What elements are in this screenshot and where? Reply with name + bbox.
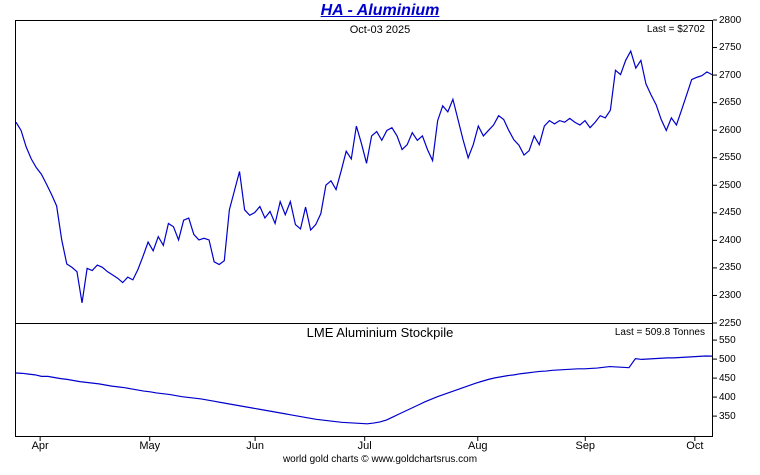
- y-axis-tick-label: 2400: [719, 234, 742, 246]
- x-axis-month-label: Oct: [686, 440, 704, 452]
- price-line-chart: [16, 49, 712, 303]
- stockpile-last-value-label: Last = 509.8 Tonnes: [614, 327, 705, 338]
- lme-aluminium-stockpile-line: [16, 355, 712, 425]
- y-axis-tick-label: 2750: [719, 42, 742, 54]
- y-axis-tick-label: 500: [719, 353, 736, 365]
- copyright-credit: world gold charts © www.goldchartsrus.co…: [282, 454, 478, 465]
- y-axis-tick-label: 2700: [719, 69, 742, 81]
- y-axis-tick-label: 2300: [719, 289, 742, 301]
- y-axis-tick-label: 2250: [719, 317, 742, 329]
- x-axis-month-label: Jun: [246, 440, 264, 452]
- x-axis-month-label: Jul: [357, 440, 372, 452]
- ha-aluminium-price-line: [16, 49, 712, 303]
- y-axis-tick-label: 400: [719, 391, 736, 403]
- y-axis-tick-label: 2600: [719, 124, 742, 136]
- stockpile-line-chart: [16, 355, 712, 425]
- page-title: HA - Aluminium: [320, 2, 440, 19]
- price-last-value-label: Last = $2702: [646, 24, 705, 35]
- y-axis-tick-label: 550: [719, 334, 736, 346]
- x-axis-month-label: May: [139, 440, 161, 452]
- y-axis-tick-label: 2800: [719, 14, 742, 26]
- plot-frame: [15, 20, 713, 437]
- y-axis-tick-label: 450: [719, 372, 736, 384]
- stockpile-chart-title: LME Aluminium Stockpile: [306, 325, 454, 340]
- y-axis-tick-label: 2650: [719, 97, 742, 109]
- x-axis-month-label: Aug: [467, 440, 488, 452]
- y-axis-tick-label: 2550: [719, 152, 742, 164]
- x-axis-month-label: Apr: [31, 440, 49, 452]
- plot-divider-line: [15, 323, 713, 324]
- chart-date-label: Oct-03 2025: [349, 24, 411, 36]
- y-axis-tick-label: 2450: [719, 207, 742, 219]
- x-axis-month-label: Sep: [575, 440, 596, 452]
- y-axis-tick-label: 2350: [719, 262, 742, 274]
- y-axis-tick-label: 2500: [719, 179, 742, 191]
- y-axis-tick-label: 350: [719, 410, 736, 422]
